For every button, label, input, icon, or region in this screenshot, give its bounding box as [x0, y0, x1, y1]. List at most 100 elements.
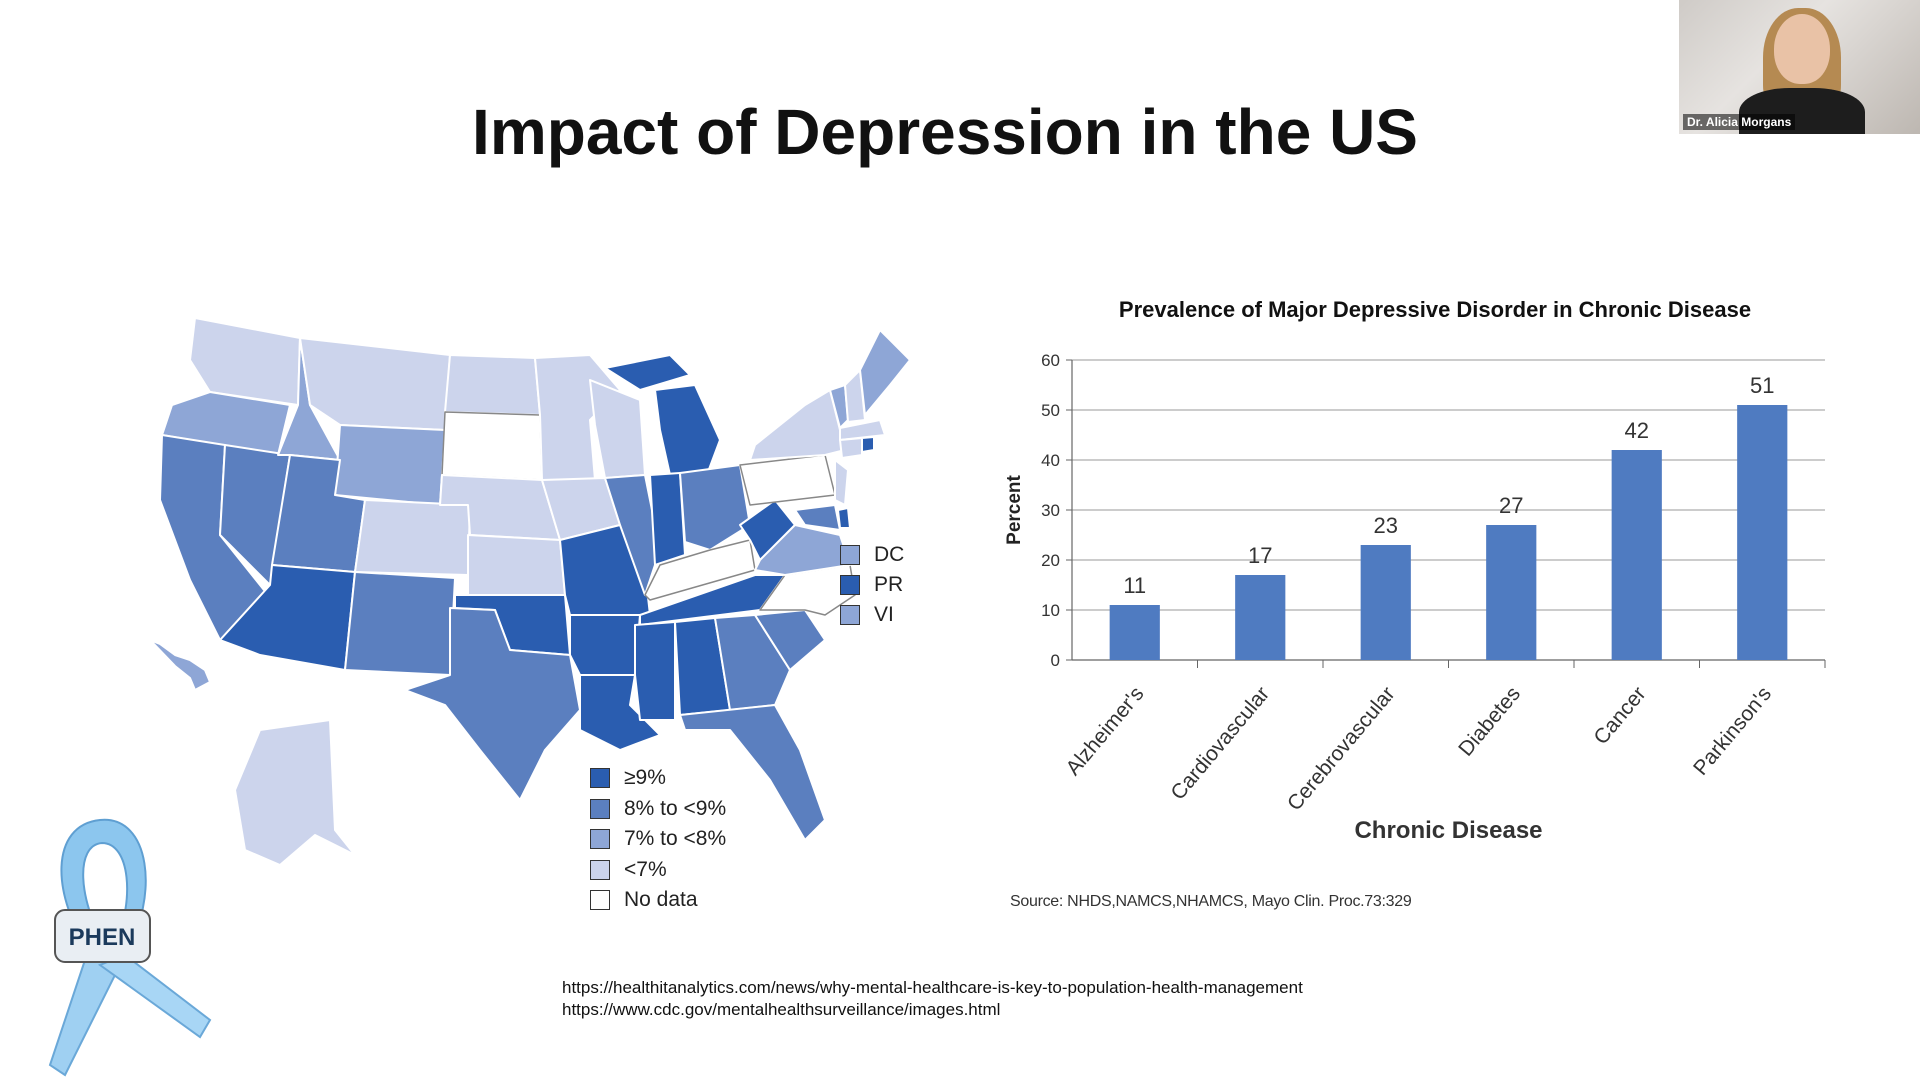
x-tick-label: Diabetes: [1454, 682, 1525, 760]
chart-source: Source: NHDS,NAMCS,NHAMCS, Mayo Clin. Pr…: [1010, 893, 1412, 910]
bar-value-label: 23: [1374, 513, 1398, 538]
legend-label: ≥9%: [624, 766, 666, 790]
state-michigan: [654, 384, 721, 481]
state-new-mexico: [344, 571, 456, 676]
legend-item: No data: [590, 885, 726, 916]
references: https://healthitanalytics.com/news/why-m…: [562, 977, 1303, 1021]
state-indiana: [649, 472, 686, 566]
bar-chart: 0 10 20 30 40 50 60 11 Alzheimer's 17 Cardiovascul…: [1004, 351, 1826, 844]
state-virginia: [754, 524, 851, 576]
legend-label: <7%: [624, 857, 667, 881]
legend-item: ≥9%: [590, 763, 726, 794]
bar-value-label: 11: [1123, 573, 1146, 598]
speaker-name: Dr. Alicia Morgans: [1683, 114, 1796, 130]
legend-swatch: [590, 829, 610, 850]
bar-value-label: 51: [1750, 373, 1774, 398]
legend-swatch: [590, 768, 610, 789]
territory-label: VI: [874, 603, 894, 626]
x-tick-label: Parkinson's: [1689, 682, 1776, 779]
legend-label: 7% to <8%: [624, 827, 727, 851]
y-tick-label: 60: [1041, 351, 1060, 370]
state-pennsylvania: [739, 454, 836, 506]
bar: [1235, 575, 1286, 660]
legend-item: <7%: [590, 855, 726, 886]
state-illinois: [604, 474, 661, 596]
slide-title: Impact of Depression in the US: [472, 96, 1418, 168]
y-tick-label: 30: [1041, 501, 1060, 520]
state-ohio: [679, 464, 751, 551]
state-arkansas: [569, 614, 641, 676]
y-tick-label: 0: [1051, 651, 1060, 670]
x-axis-title: Chronic Disease: [1354, 817, 1542, 844]
logo-text: PHEN: [69, 924, 136, 951]
bar-value-label: 42: [1625, 418, 1649, 443]
x-tick-label: Cancer: [1589, 682, 1650, 749]
reference-link[interactable]: https://healthitanalytics.com/news/why-m…: [562, 978, 1303, 997]
territory-item: PR: [840, 570, 904, 600]
state-mississippi: [634, 621, 676, 721]
legend-item: 7% to <8%: [590, 824, 726, 855]
logo-badge: [54, 909, 151, 963]
state-wyoming: [334, 424, 446, 506]
bar: [1611, 450, 1662, 660]
y-tick-label: 10: [1041, 601, 1060, 620]
ribbon-right-tail: [97, 953, 212, 1039]
state-delaware: [837, 507, 851, 529]
legend-swatch: [590, 798, 610, 819]
bar: [1109, 605, 1160, 660]
state-montana: [299, 337, 451, 431]
state-north-dakota: [444, 354, 541, 416]
state-maryland: [794, 504, 841, 531]
speaker-video-tile: Dr. Alicia Morgans: [1679, 0, 1920, 134]
territory-label: DC: [874, 543, 905, 566]
legend-swatch: [590, 890, 610, 911]
state-new-jersey: [834, 459, 849, 506]
state-maine: [859, 329, 910, 416]
bar-value-label: 27: [1499, 493, 1523, 518]
territory-swatch: [840, 605, 860, 625]
territory-label: PR: [874, 573, 904, 596]
state-wisconsin: [589, 379, 646, 479]
phen-ribbon-logo: PHEN: [48, 818, 212, 1077]
territory-item: DC: [840, 540, 904, 570]
bar: [1360, 545, 1411, 660]
map-legend: ≥9% 8% to <9% 7% to <8% <7% No data: [590, 763, 726, 916]
state-south-dakota: [441, 411, 543, 481]
legend-item: 8% to <9%: [590, 794, 726, 825]
speaker-face: [1774, 14, 1830, 84]
state-washington: [189, 317, 301, 406]
state-new-hampshire: [844, 369, 866, 423]
state-kansas: [467, 534, 566, 596]
x-tick-label: Cardiovascular: [1166, 682, 1274, 804]
legend-label: 8% to <9%: [624, 796, 727, 820]
state-georgia: [714, 614, 791, 711]
y-tick-label: 20: [1041, 551, 1060, 570]
state-alaska: [234, 719, 356, 866]
legend-label: No data: [624, 888, 698, 912]
state-south-carolina: [754, 609, 826, 671]
x-tick-label: Cerebrovascular: [1283, 682, 1400, 815]
chart-title: Prevalence of Major Depressive Disorder …: [1118, 297, 1752, 322]
state-texas: [404, 607, 581, 801]
y-axis-title: Percent: [1004, 474, 1025, 544]
us-depression-map: [150, 317, 910, 866]
state-michigan-up: [604, 354, 691, 391]
y-tick-label: 50: [1041, 401, 1060, 420]
state-new-york: [749, 389, 846, 461]
state-colorado: [354, 499, 471, 576]
reference-link[interactable]: https://www.cdc.gov/mentalhealthsurveill…: [562, 1000, 1001, 1019]
state-connecticut: [839, 437, 863, 459]
legend-swatch: [590, 859, 610, 880]
state-massachusetts: [839, 419, 886, 441]
state-florida: [679, 704, 826, 841]
state-hawaii: [150, 639, 211, 691]
territory-swatch: [840, 575, 860, 595]
bar: [1486, 525, 1537, 660]
bar: [1737, 405, 1788, 660]
x-tick-label: Alzheimer's: [1062, 682, 1149, 779]
territory-swatch: [840, 545, 860, 565]
territory-legend: DC PR VI: [840, 540, 904, 630]
y-tick-label: 40: [1041, 451, 1060, 470]
territory-item: VI: [840, 600, 904, 630]
bar-value-label: 17: [1248, 543, 1272, 568]
